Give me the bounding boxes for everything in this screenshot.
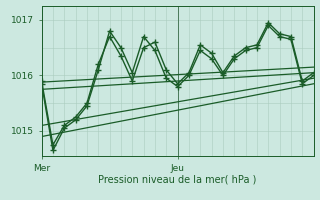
- X-axis label: Pression niveau de la mer( hPa ): Pression niveau de la mer( hPa ): [99, 174, 257, 184]
